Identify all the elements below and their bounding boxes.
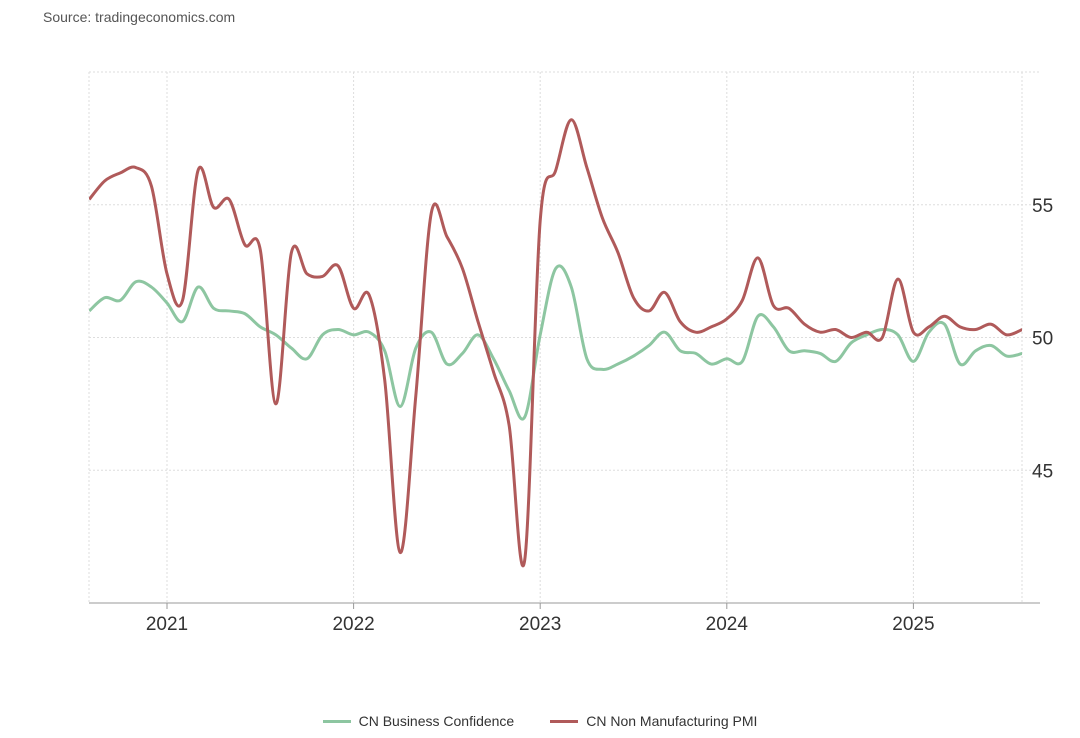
legend-label: CN Non Manufacturing PMI xyxy=(586,713,758,729)
y-tick-label: 50 xyxy=(1032,329,1053,350)
axes: 45 50 55 2021 2022 2023 2024 2025 xyxy=(89,196,1053,635)
x-tick-label: 2021 xyxy=(146,614,188,635)
series-line xyxy=(89,118,1022,568)
series-non-manufacturing-pmi xyxy=(89,118,1022,568)
gridlines xyxy=(88,71,1040,603)
series-lines xyxy=(89,118,1022,568)
legend-item-non-manufacturing-pmi[interactable]: CN Non Manufacturing PMI xyxy=(550,713,757,729)
legend-item-business-confidence[interactable]: CN Business Confidence xyxy=(322,713,515,729)
legend-swatch xyxy=(322,719,351,723)
y-tick-label: 45 xyxy=(1032,461,1053,482)
x-tick-label: 2024 xyxy=(706,614,749,635)
series-business-confidence xyxy=(89,264,1022,421)
series-line xyxy=(89,264,1022,421)
x-tick-label: 2023 xyxy=(519,614,561,635)
x-tick-label: 2022 xyxy=(332,614,374,635)
source-label: Source: tradingeconomics.com xyxy=(43,9,236,25)
legend: CN Business Confidence CN Non Manufactur… xyxy=(0,713,1080,729)
legend-swatch xyxy=(550,719,579,723)
y-tick-label: 55 xyxy=(1032,196,1053,217)
x-tick-label: 2025 xyxy=(892,614,934,635)
legend-label: CN Business Confidence xyxy=(358,713,515,729)
